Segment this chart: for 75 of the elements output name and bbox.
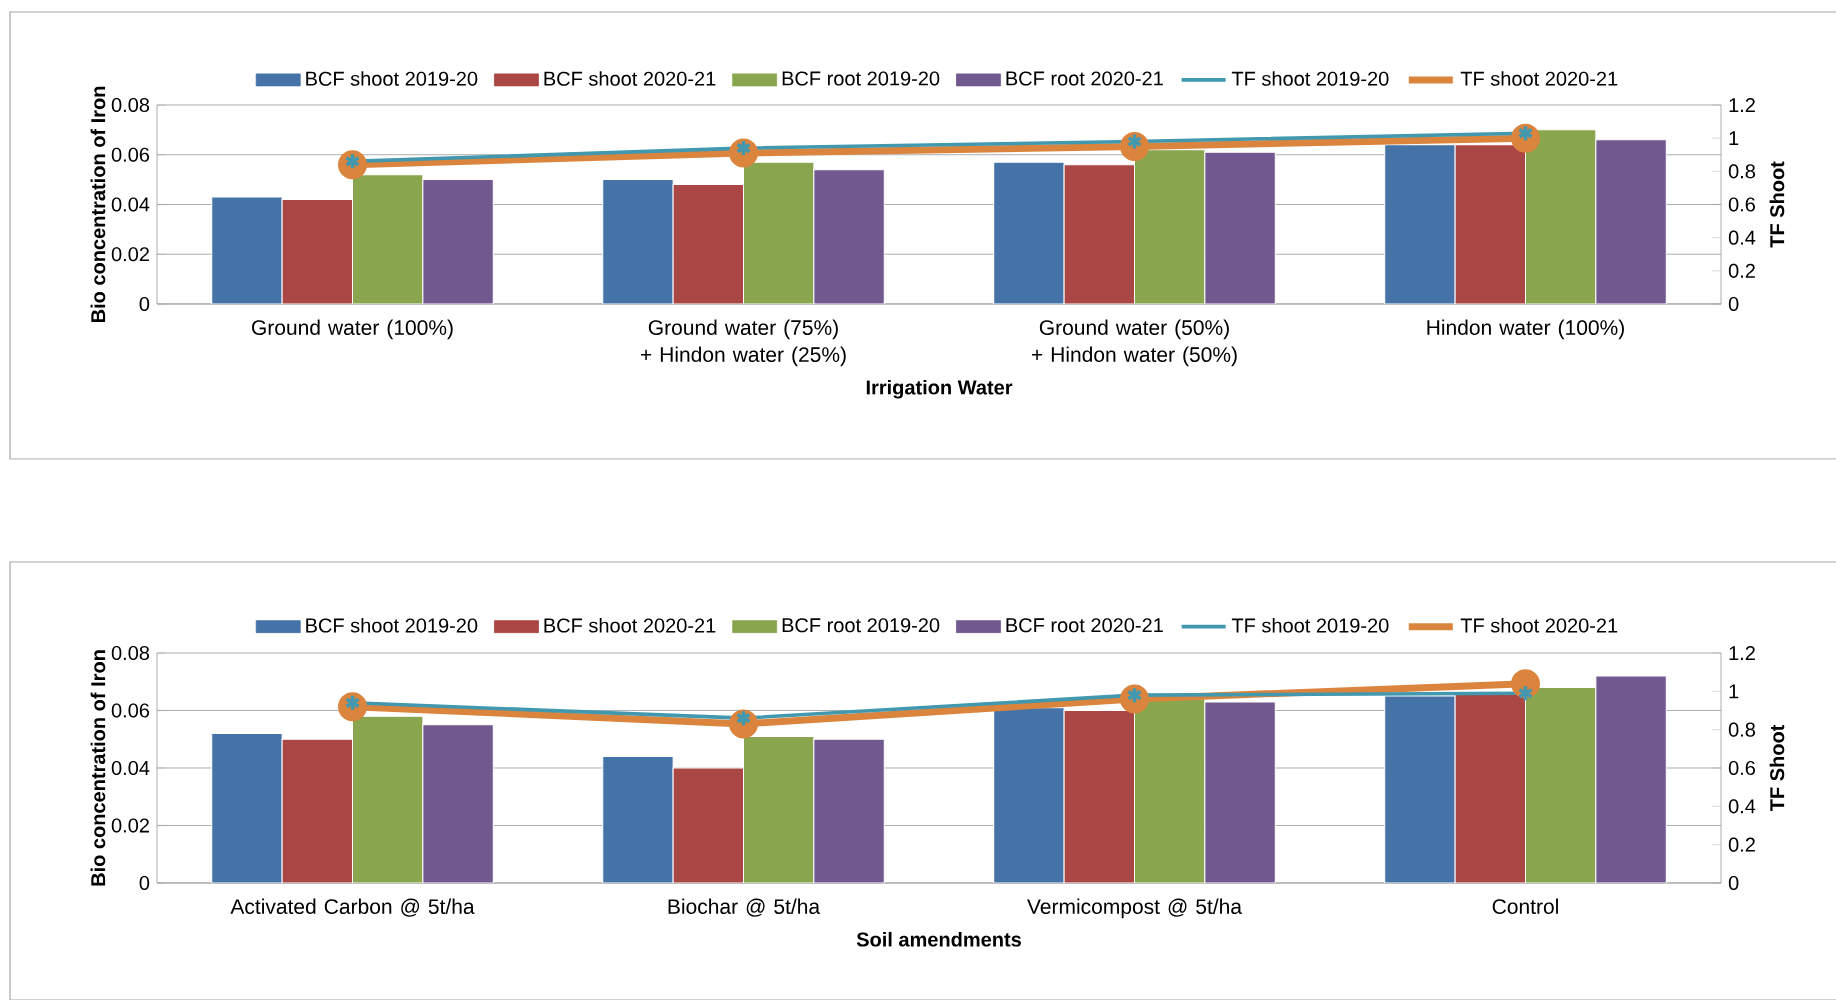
y-tick-label: 0.08	[111, 97, 150, 113]
y2-axis-title: TF Shoot	[1769, 724, 1785, 812]
legend-label: BCF root 2020-21	[1006, 71, 1163, 86]
bar	[281, 199, 354, 304]
bar	[993, 161, 1065, 304]
y-tick-label: 0.06	[111, 703, 150, 718]
x-tick-label: Ground water (100%)	[252, 319, 453, 340]
y2-tick-label: 0.2	[1728, 837, 1755, 852]
bar	[1384, 695, 1456, 883]
x-tick-label: Ground water (50%) + Hindon water (50%)	[1031, 319, 1237, 367]
y2-tick-label: 0.6	[1728, 760, 1756, 776]
legend-label: BCF shoot 2019-20	[306, 71, 478, 86]
point	[1517, 684, 1534, 703]
y2-tick-label: 0.2	[1728, 263, 1755, 278]
y2-tick-label: 0.4	[1728, 799, 1756, 814]
bar	[352, 174, 424, 304]
bar	[743, 161, 815, 304]
bar	[1063, 164, 1135, 304]
legend-label: BCF shoot 2019-20	[306, 617, 478, 633]
bar	[1454, 692, 1527, 883]
bar	[1525, 687, 1597, 883]
bar	[211, 196, 283, 304]
x-tick-label: Activated Carbon @ 5t/ha	[230, 898, 475, 917]
y2-tick-label: 0.6	[1728, 197, 1756, 212]
legend-label: BCF shoot 2020-21	[544, 617, 716, 633]
x-axis-title: Soil amendments	[856, 931, 1021, 947]
bar	[743, 735, 815, 883]
bar	[602, 179, 674, 304]
y-tick-label: 0.04	[111, 760, 150, 776]
y2-tick-label: 0.4	[1728, 230, 1756, 245]
y-tick-label: 0.02	[111, 818, 149, 833]
legend-label: TF shoot 2019-20	[1231, 617, 1389, 633]
bar	[672, 767, 745, 883]
legend-label: TF shoot 2019-20	[1231, 71, 1389, 86]
legend-label: BCF root 2020-21	[1006, 618, 1163, 633]
x-tick-label: Ground water (75%) + Hindon water (25%)	[640, 319, 846, 367]
y-tick-label: 0.02	[111, 247, 149, 262]
legend-label: BCF root 2019-20	[782, 618, 940, 633]
bar	[352, 715, 424, 883]
x-tick-label: Control	[1492, 898, 1558, 915]
legend-label: BCF shoot 2020-21	[544, 71, 716, 86]
y-axis-title: Bio concentration of Iron	[90, 650, 106, 886]
x-tick-label: Vermicompost @ 5t/ha	[1027, 898, 1242, 919]
x-tick-label: Biochar @ 5t/ha	[668, 898, 821, 917]
y2-tick-label: 1	[1729, 684, 1739, 699]
y2-tick-label: 0.8	[1728, 164, 1756, 179]
bar	[211, 733, 283, 883]
bar	[1134, 149, 1206, 304]
x-tick-label: Hindon water (100%)	[1427, 319, 1624, 340]
legend-label: TF shoot 2020-21	[1460, 71, 1618, 86]
y2-tick-label: 1.2	[1729, 98, 1755, 112]
legend-label: TF shoot 2020-21	[1460, 617, 1618, 633]
bar	[1063, 710, 1135, 883]
bar	[281, 738, 354, 883]
y-tick-label: 0.06	[111, 147, 150, 162]
y-tick-label: 0	[139, 875, 150, 891]
y2-tick-label: 0	[1728, 875, 1739, 891]
y-tick-label: 0.04	[111, 197, 150, 212]
bar	[993, 707, 1065, 883]
legend-label: BCF root 2019-20	[782, 71, 940, 86]
y2-tick-label: 1	[1729, 131, 1739, 146]
bar	[602, 756, 674, 883]
y2-axis-title: TF Shoot	[1769, 161, 1785, 248]
bar	[1525, 129, 1597, 304]
bar	[1454, 144, 1527, 304]
y2-tick-label: 1.2	[1729, 646, 1755, 660]
y2-tick-label: 0.8	[1728, 722, 1756, 737]
y2-tick-label: 0	[1728, 296, 1739, 312]
bar	[1384, 144, 1456, 304]
y-axis-title: Bio concentration of Iron	[90, 86, 106, 323]
bar	[672, 184, 745, 304]
y-tick-label: 0.08	[111, 645, 150, 661]
x-axis-title: Irrigation Water	[866, 379, 1013, 399]
y-tick-label: 0	[139, 296, 150, 312]
bar	[1134, 698, 1206, 883]
